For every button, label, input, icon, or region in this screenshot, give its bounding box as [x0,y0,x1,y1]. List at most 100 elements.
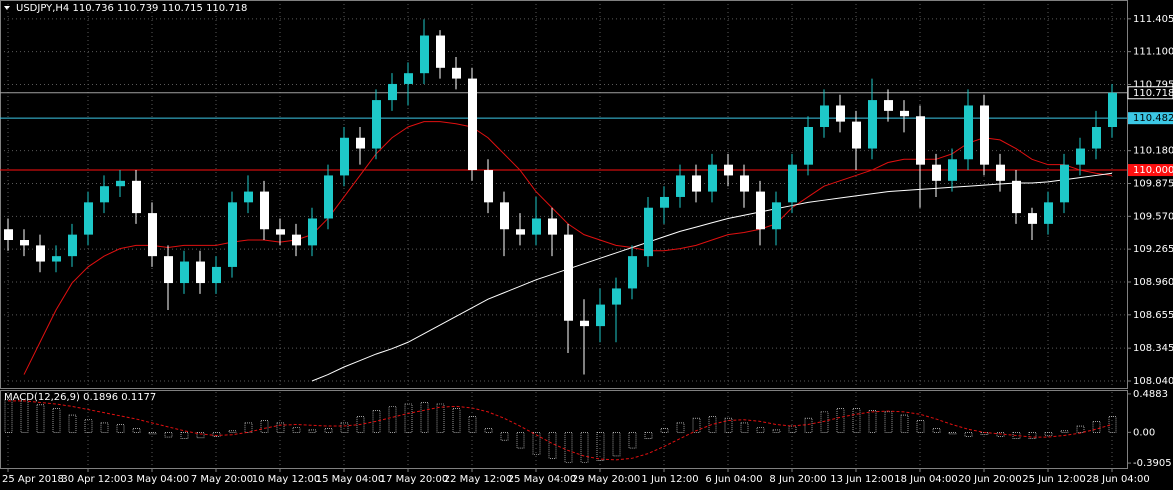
x-tick-label: 22 May 12:00 [444,474,513,485]
macd-bar [948,432,957,435]
x-tick-label: 25 Apr 2018 [2,474,64,485]
macd-bar [84,419,93,433]
macd-bar [20,400,29,433]
macd-bar [516,432,525,449]
x-tick-label: 3 May 04:00 [127,474,189,485]
x-tick-label: 25 May 04:00 [508,474,577,485]
macd-bar [356,416,365,433]
candle-body [820,105,829,128]
candle-body [660,196,669,208]
candle-body [116,180,125,187]
macd-bar [612,432,621,457]
y-tick-label: 108.655 [1133,310,1173,321]
macd-bar [244,422,253,433]
macd-bar [420,402,429,433]
candle-body [4,229,13,241]
macd-bar [404,403,413,433]
candle-body [884,100,893,111]
macd-bar [36,404,45,433]
candle-body [1060,164,1069,203]
candle-body [228,202,237,267]
candle-body [804,127,813,165]
candle-body [452,67,461,79]
macd-bar [724,417,733,433]
macd-bar [500,432,509,441]
macd-bar [468,416,477,433]
x-tick-label: 18 Jun 04:00 [894,474,958,485]
macd-bar [324,428,333,433]
y-tick-label: 0.00 [1133,427,1155,438]
x-tick-label: 25 Jun 12:00 [1022,474,1086,485]
y-tick-label: 111.405 [1133,14,1173,25]
candle-body [196,261,205,284]
macd-bar [340,422,349,433]
candle-body [276,229,285,235]
candle-body [484,170,493,203]
candle-body [340,137,349,176]
macd-bar [52,408,61,433]
price-label-box [1127,86,1173,100]
candle-body [260,191,269,230]
moving-average [311,172,1113,382]
candle-body [420,35,429,74]
candle-body [148,213,157,257]
y-tick-label: -0.3905 [1133,458,1172,469]
macd-title: MACD(12,26,9) 0.1896 0.1177 [4,392,156,403]
macd-bar [308,429,317,433]
candle-body [676,175,685,197]
macd-bar [980,432,989,436]
candle-body [164,256,173,284]
candle-body [1092,127,1101,149]
candle-body [692,175,701,192]
candle-body [644,207,653,257]
y-tick-label: 110.795 [1133,79,1173,90]
candle-body [1108,92,1117,128]
candle-body [916,116,925,165]
candle-body [836,105,845,122]
y-tick-label: 108.960 [1133,277,1173,288]
candle-body [756,191,765,230]
candle-body [1076,148,1085,165]
candle-body [900,110,909,117]
candle-body [532,218,541,235]
candle-body [84,202,93,235]
macd-bar [788,425,797,433]
macd-bar [884,411,893,433]
y-tick-label: 110.180 [1133,146,1173,157]
macd-bar [644,432,653,439]
candle-body [212,266,221,284]
macd-bar [820,411,829,433]
x-tick-label: 10 May 12:00 [252,474,321,485]
macd-bar [436,403,445,433]
candle-body [1028,213,1037,224]
candle-body [740,175,749,192]
y-tick-label: 111.100 [1133,47,1173,58]
macd-bar [852,408,861,433]
macd-bar [596,432,605,461]
candle-body [596,304,605,327]
macd-bar [100,422,109,433]
x-tick-label: 29 May 20:00 [572,474,641,485]
candle-body [772,202,781,230]
x-tick-label: 1 Jun 12:00 [641,474,698,485]
plot-frame [0,0,1128,389]
y-tick-label: 109.570 [1133,211,1173,222]
candle-body [852,121,861,149]
macd-signal [8,400,1113,461]
price-label-box [1128,112,1173,125]
macd-bar [484,428,493,433]
macd-bar [804,417,813,433]
macd-bar [180,432,189,439]
candle-body [788,164,797,203]
macd-bar [708,416,717,433]
candle-body [1012,180,1021,214]
macd-bar [212,432,221,437]
candle-body [388,83,397,101]
y-tick-label: 109.265 [1133,244,1173,255]
macd-bar [916,420,925,433]
macd-bar [388,406,397,433]
x-tick-label: 30 Apr 12:00 [61,474,126,485]
candle-body [868,100,877,149]
candle-body [100,186,109,203]
